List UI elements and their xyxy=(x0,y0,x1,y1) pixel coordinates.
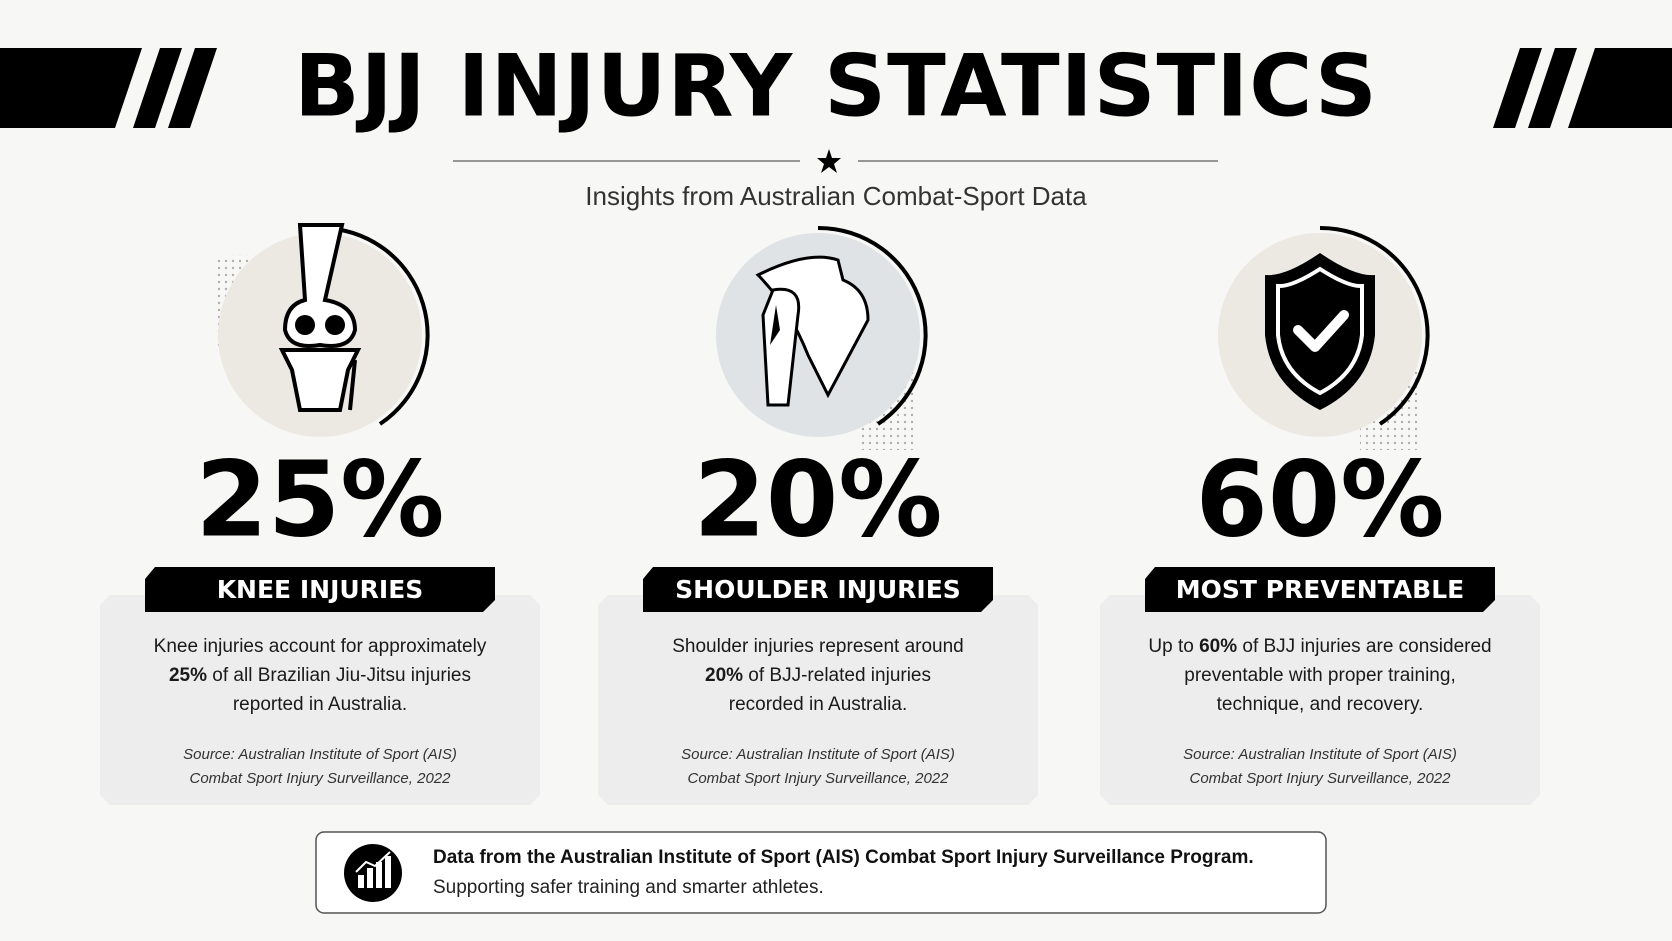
text: technique, and recovery. xyxy=(1217,694,1424,715)
body-line: Up to 60% of BJJ injuries are considered xyxy=(1148,636,1491,657)
text: Up to xyxy=(1148,636,1199,657)
body-line: 20% of BJJ-related injuries xyxy=(705,665,931,686)
text: Shoulder injuries represent around xyxy=(672,636,964,657)
text: reported in Australia. xyxy=(233,694,407,715)
stripe xyxy=(0,48,142,128)
label-banner xyxy=(643,567,993,612)
body-line: reported in Australia. xyxy=(233,694,407,715)
text: recorded in Australia. xyxy=(729,694,908,715)
source: Combat Sport Injury Surveillance, 2022 xyxy=(688,770,950,787)
arc xyxy=(319,225,430,426)
body-line: recorded in Australia. xyxy=(729,694,908,715)
source: Source: Australian Institute of Sport (A… xyxy=(1183,746,1457,763)
source: Combat Sport Injury Surveillance, 2022 xyxy=(190,770,452,787)
card: 25% KNEE INJURIES Knee injuries account fo… xyxy=(100,223,540,805)
footer-icon-bars xyxy=(355,851,391,888)
stripe xyxy=(168,48,217,128)
label-banner xyxy=(1145,567,1495,612)
body-line: 25% of all Brazilian Jiu-Jitsu injuries xyxy=(169,665,471,686)
footer-headline: Data from the Australian Institute of Sp… xyxy=(433,847,1254,868)
subtitle: Insights from Australian Combat-Sport Da… xyxy=(585,181,1087,211)
footer-box xyxy=(315,831,1327,914)
label: SHOULDER INJURIES xyxy=(675,575,961,604)
text: preventable with proper training, xyxy=(1184,665,1455,686)
stripe xyxy=(1493,48,1542,128)
highlight: 20% xyxy=(705,665,743,686)
text: Knee injuries account for approximately xyxy=(154,636,487,657)
label: KNEE INJURIES xyxy=(217,575,424,604)
check xyxy=(1293,310,1349,352)
body-line: Shoulder injuries represent around xyxy=(672,636,964,657)
highlight: 25% xyxy=(169,665,207,686)
title: BJJ INJURY STATISTICS xyxy=(294,36,1378,136)
star xyxy=(817,149,841,173)
stat: 60% xyxy=(1196,438,1445,560)
source: Source: Australian Institute of Sport (A… xyxy=(681,746,955,763)
card-bg xyxy=(100,595,540,805)
source: Combat Sport Injury Surveillance, 2022 xyxy=(1190,770,1452,787)
highlight: 60% xyxy=(1199,636,1237,657)
arc xyxy=(817,225,928,426)
shading xyxy=(770,305,780,345)
tibia xyxy=(278,348,362,412)
label-banner xyxy=(145,567,495,612)
footer-text: Supporting safer training and smarter at… xyxy=(433,877,824,898)
stripe xyxy=(133,48,182,128)
card-bg xyxy=(598,595,1038,805)
body-line: Knee injuries account for approximately xyxy=(154,636,487,657)
fibula xyxy=(348,359,357,411)
stripe xyxy=(1568,48,1672,128)
text: of BJJ-related injuries xyxy=(743,665,931,686)
label: MOST PREVENTABLE xyxy=(1176,575,1464,604)
text: of BJJ injuries are considered xyxy=(1237,636,1492,657)
text: of all Brazilian Jiu-Jitsu injuries xyxy=(207,665,471,686)
condyle xyxy=(325,315,345,335)
card-bg xyxy=(1100,595,1540,805)
stat: 20% xyxy=(694,438,943,560)
card: 60% MOST PREVENTABLE Up to 60% of BJJ inju… xyxy=(1100,225,1540,805)
arc xyxy=(1319,225,1430,426)
body-line: preventable with proper training, xyxy=(1184,665,1455,686)
card: 20% SHOULDER INJURIES Shoulder injuries re… xyxy=(598,225,1038,805)
humerus xyxy=(761,287,801,407)
body-line: technique, and recovery. xyxy=(1217,694,1424,715)
stripe xyxy=(1528,48,1577,128)
condyle xyxy=(295,315,315,335)
shield-inner xyxy=(1276,266,1364,396)
source: Source: Australian Institute of Sport (A… xyxy=(183,746,457,763)
stat: 25% xyxy=(196,438,445,560)
